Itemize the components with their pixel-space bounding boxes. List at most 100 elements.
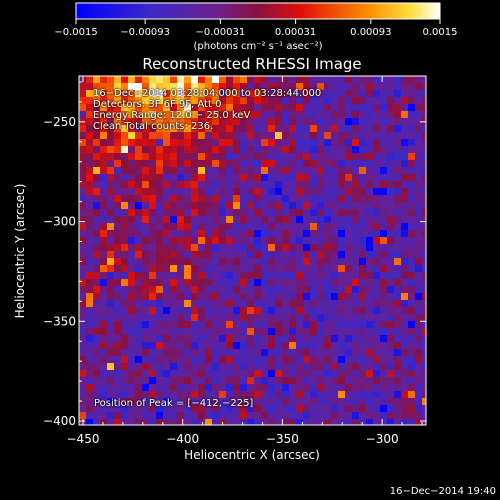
heatmap-cell <box>205 104 212 111</box>
heatmap-cell <box>366 251 373 258</box>
heatmap-cell <box>205 293 212 300</box>
heatmap-cell <box>422 265 426 272</box>
heatmap-cell <box>338 223 345 230</box>
heatmap-cell <box>177 286 184 293</box>
heatmap-cell <box>79 300 86 307</box>
heatmap-cell <box>359 279 366 286</box>
heatmap-cell <box>100 286 107 293</box>
y-tick-label: −350 <box>43 314 76 328</box>
heatmap-cell <box>324 195 331 202</box>
heatmap-cell <box>296 132 303 139</box>
heatmap-cell <box>324 265 331 272</box>
heatmap-cell <box>156 83 163 90</box>
heatmap-cell <box>345 118 352 125</box>
heatmap-cell <box>310 300 317 307</box>
heatmap-cell <box>205 146 212 153</box>
heatmap-cell <box>268 265 275 272</box>
heatmap-cell <box>177 321 184 328</box>
heatmap-cell <box>387 293 394 300</box>
heatmap-cell <box>352 230 359 237</box>
heatmap-cell <box>394 160 401 167</box>
heatmap-cell <box>226 279 233 286</box>
heatmap-cell <box>191 384 198 391</box>
heatmap-cell <box>422 321 426 328</box>
heatmap-cell <box>156 167 163 174</box>
heatmap-cell <box>282 307 289 314</box>
heatmap-cell <box>289 349 296 356</box>
heatmap-cell <box>212 419 219 425</box>
heatmap-cell <box>247 97 254 104</box>
heatmap-cell <box>142 181 149 188</box>
heatmap-cell <box>191 419 198 425</box>
heatmap-cell <box>128 146 135 153</box>
heatmap-cell <box>408 209 415 216</box>
heatmap-cell <box>107 419 114 425</box>
heatmap-cell <box>387 139 394 146</box>
heatmap-cell <box>240 202 247 209</box>
heatmap-cell <box>142 153 149 160</box>
heatmap-cell <box>331 146 338 153</box>
heatmap-cell <box>219 251 226 258</box>
heatmap-cell <box>408 251 415 258</box>
heatmap-cell <box>149 216 156 223</box>
heatmap-cell <box>415 125 422 132</box>
heatmap-cell <box>121 272 128 279</box>
heatmap-cell <box>275 251 282 258</box>
heatmap-cell <box>303 209 310 216</box>
heatmap-cell <box>135 412 142 419</box>
heatmap-cell <box>247 174 254 181</box>
heatmap-cell <box>366 83 373 90</box>
heatmap-cell <box>282 258 289 265</box>
heatmap-cell <box>366 90 373 97</box>
heatmap-cell <box>163 398 170 405</box>
heatmap-cell <box>128 104 135 111</box>
heatmap-cell <box>338 83 345 90</box>
heatmap-cell <box>359 188 366 195</box>
heatmap-cell <box>331 223 338 230</box>
annotation-clean-counts: Clean Total counts: 236. <box>93 121 214 132</box>
heatmap-cell <box>324 356 331 363</box>
heatmap-cell <box>373 412 380 419</box>
heatmap-cell <box>233 118 240 125</box>
heatmap-cell <box>331 405 338 412</box>
heatmap-cell <box>114 265 121 272</box>
heatmap-cell <box>198 132 205 139</box>
heatmap-cell <box>247 363 254 370</box>
heatmap-cell <box>310 195 317 202</box>
heatmap-cell <box>79 384 86 391</box>
heatmap-cell <box>135 188 142 195</box>
heatmap-cell <box>303 83 310 90</box>
heatmap-cell <box>135 118 142 125</box>
heatmap-cell <box>149 342 156 349</box>
heatmap-cell <box>121 370 128 377</box>
heatmap-cell <box>149 230 156 237</box>
heatmap-cell <box>163 377 170 384</box>
heatmap-cell <box>345 419 352 425</box>
heatmap-cell <box>247 342 254 349</box>
heatmap-cell <box>198 342 205 349</box>
heatmap-cell <box>212 244 219 251</box>
heatmap-cell <box>331 216 338 223</box>
heatmap-cell <box>415 412 422 419</box>
heatmap-cell <box>86 412 93 419</box>
heatmap-cell <box>240 90 247 97</box>
heatmap-cell <box>142 188 149 195</box>
heatmap-cell <box>219 230 226 237</box>
heatmap-cell <box>289 111 296 118</box>
heatmap-cell <box>233 104 240 111</box>
heatmap-cell <box>170 279 177 286</box>
heatmap-cell <box>373 370 380 377</box>
heatmap-cell <box>128 195 135 202</box>
heatmap-cell <box>86 223 93 230</box>
heatmap-cell <box>373 251 380 258</box>
heatmap-cell <box>352 328 359 335</box>
heatmap-cell <box>170 286 177 293</box>
heatmap-cell <box>366 132 373 139</box>
heatmap-cell <box>261 244 268 251</box>
heatmap-cell <box>338 265 345 272</box>
heatmap-cell <box>184 83 191 90</box>
heatmap-cell <box>324 300 331 307</box>
heatmap-cell <box>240 174 247 181</box>
heatmap-cell <box>275 118 282 125</box>
heatmap-cell <box>338 370 345 377</box>
